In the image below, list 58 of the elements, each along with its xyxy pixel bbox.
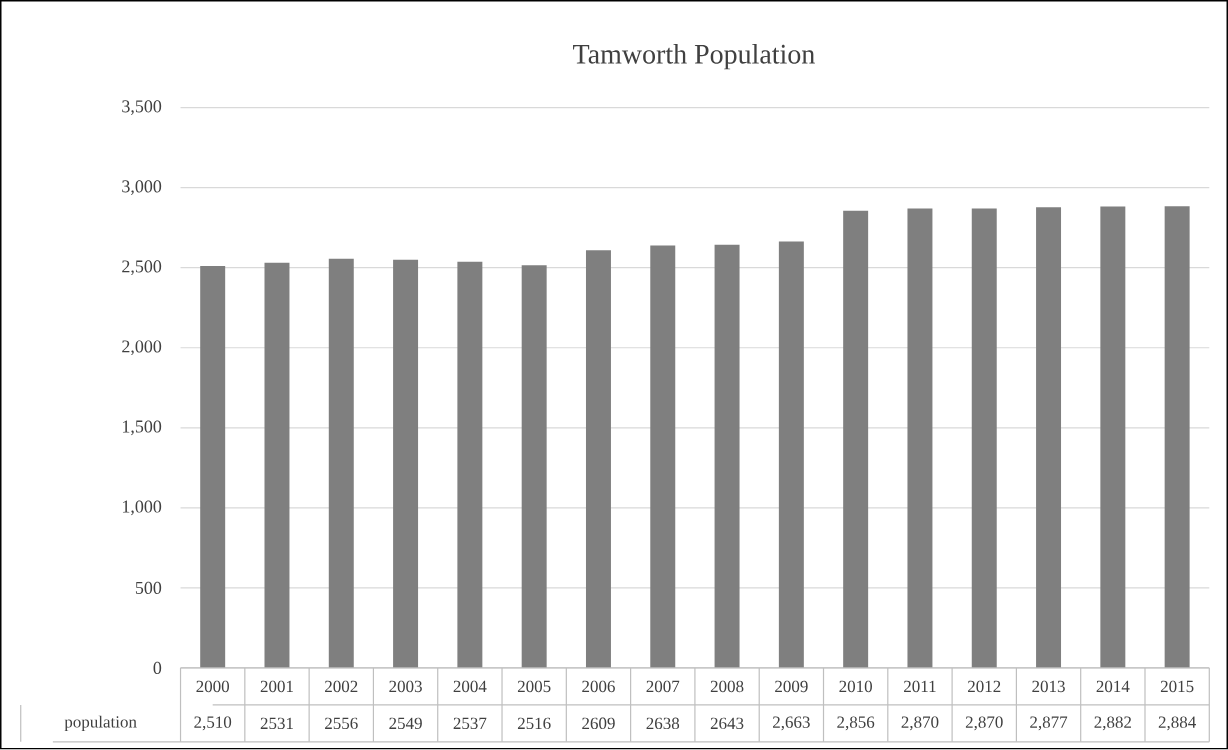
data-label: 2,663 xyxy=(773,716,810,731)
x-tick-label: 2004 xyxy=(453,680,487,693)
x-tick-label: 2010 xyxy=(839,680,872,693)
x-tick-label: 2014 xyxy=(1096,680,1130,693)
data-label: 2,870 xyxy=(965,716,1003,731)
x-tick-label: 2000 xyxy=(196,680,230,693)
bar xyxy=(650,245,676,669)
y-tick-label: 3,000 xyxy=(122,180,162,196)
bar xyxy=(714,245,740,669)
bar xyxy=(585,250,611,669)
bar xyxy=(778,241,804,669)
data-label: 2549 xyxy=(389,717,422,730)
data-label: 2609 xyxy=(582,717,615,730)
data-label: 2537 xyxy=(453,717,487,730)
x-tick-label: 2012 xyxy=(968,680,1001,693)
data-label: 2,870 xyxy=(901,716,939,731)
data-label: 2,884 xyxy=(1158,716,1196,731)
x-tick-label: 2011 xyxy=(904,680,936,693)
text: population xyxy=(64,715,137,732)
bar xyxy=(971,208,997,669)
x-tick-label: 2009 xyxy=(775,680,808,693)
bar xyxy=(457,261,483,669)
bar xyxy=(264,262,290,669)
y-tick-label: 0 xyxy=(153,662,162,675)
bar xyxy=(1100,206,1126,669)
bar xyxy=(1164,206,1190,669)
data-label: 2643 xyxy=(710,717,744,730)
y-tick-label: 2,000 xyxy=(122,340,162,356)
bar xyxy=(907,208,933,669)
x-tick-label: 2008 xyxy=(710,680,744,693)
chart-title: Tamworth Population xyxy=(573,44,815,70)
y-tick-label: 3,500 xyxy=(122,100,162,116)
x-tick-label: 2001 xyxy=(260,680,293,693)
bar xyxy=(393,260,419,669)
y-tick-label: 1,000 xyxy=(122,500,162,516)
x-tick-label: 2015 xyxy=(1160,680,1194,693)
y-tick-label: 1,500 xyxy=(122,420,162,436)
data-label: 2,882 xyxy=(1094,716,1132,731)
x-tick-label: 2006 xyxy=(582,680,615,693)
data-label: 2,856 xyxy=(837,716,875,731)
data-label: 2531 xyxy=(260,717,293,730)
y-tick-label: 2,500 xyxy=(122,260,162,276)
data-label: 2,510 xyxy=(194,716,232,731)
bar xyxy=(200,266,226,669)
data-label: 2556 xyxy=(325,717,358,730)
data-label: 2,877 xyxy=(1030,716,1068,731)
bar xyxy=(843,210,869,669)
x-tick-label: 2003 xyxy=(389,680,422,693)
bar xyxy=(1036,207,1062,669)
data-label: 2516 xyxy=(517,717,551,730)
x-tick-label: 2002 xyxy=(325,680,358,693)
bar xyxy=(521,265,547,669)
data-label: 2638 xyxy=(646,717,680,730)
x-tick-label: 2007 xyxy=(646,680,680,693)
x-tick-label: 2005 xyxy=(517,680,551,693)
y-tick-label: 500 xyxy=(135,582,162,595)
x-tick-label: 2013 xyxy=(1032,680,1065,693)
bar xyxy=(328,258,354,669)
